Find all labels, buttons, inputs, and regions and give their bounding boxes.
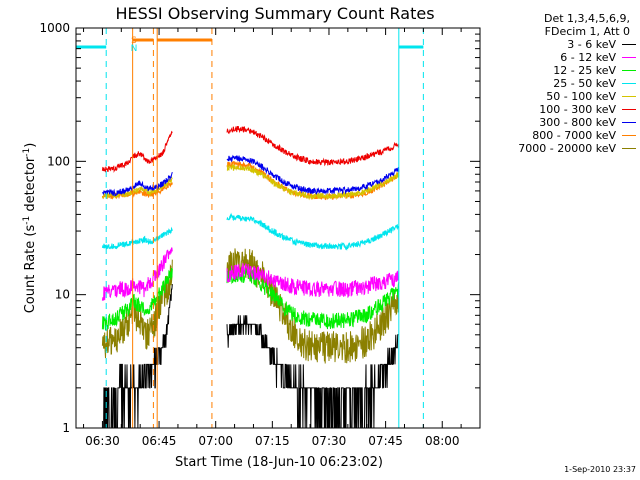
- legend-item-50-100-kev: 50 - 100 keV: [486, 90, 636, 103]
- y-axis-label-main: Count Rate (s: [23, 225, 38, 314]
- y-axis-label-sup1: -1: [22, 216, 32, 225]
- y-tick-label-10: 10: [55, 288, 70, 302]
- x-tick-label-07-45: 07:45: [368, 434, 403, 448]
- legend-label: 800 - 7000 keV: [532, 129, 616, 142]
- legend-label: 3 - 6 keV: [567, 38, 616, 51]
- legend-swatch: [622, 135, 636, 136]
- plot-frame: [76, 28, 480, 428]
- legend-item-7000-20000-kev: 7000 - 20000 keV: [486, 142, 636, 155]
- legend-label: 7000 - 20000 keV: [518, 142, 616, 155]
- legend-header-line-1: Det 1,3,4,5,6,9,: [486, 12, 636, 25]
- y-axis-label-sup2: -1: [22, 148, 32, 157]
- y-axis-label-end: ): [23, 143, 38, 148]
- series-line-25-50-kev: [102, 228, 172, 249]
- chart-title: HESSI Observing Summary Count Rates: [115, 4, 434, 23]
- legend-swatch: [622, 57, 636, 58]
- legend-label: 6 - 12 keV: [560, 51, 616, 64]
- x-tick-label-06-45: 06:45: [142, 434, 177, 448]
- legend-swatch: [622, 44, 636, 45]
- y-axis-label: Count Rate (s-1 detector-1): [22, 143, 38, 314]
- y-tick-label-100: 100: [47, 154, 70, 168]
- legend-header-line-2: FDecim 1, Att 0: [486, 25, 636, 38]
- attenuator-label-n: N: [131, 44, 138, 54]
- x-tick-label-07-15: 07:15: [255, 434, 290, 448]
- series-line-7000-20000-kev: [227, 248, 399, 363]
- series-layer: [102, 126, 398, 428]
- series-line-25-50-kev: [227, 214, 399, 249]
- legend-rows: 3 - 6 keV 6 - 12 keV 12 - 25 keV 25 - 50 ke…: [486, 38, 636, 155]
- x-axis-label: Start Time (18-Jun-10 06:23:02): [175, 455, 383, 470]
- legend-swatch: [622, 70, 636, 71]
- x-tick-label-06-30: 06:30: [85, 434, 120, 448]
- legend-swatch: [622, 83, 636, 84]
- legend: Det 1,3,4,5,6,9, FDecim 1, Att 0 3 - 6 k…: [486, 12, 636, 155]
- legend-swatch: [622, 148, 636, 149]
- legend-label: 300 - 800 keV: [539, 116, 616, 129]
- series-line-6-12-kev: [227, 263, 399, 297]
- axes-layer: 06:30 06:45 07:00 07:15 07:30 07:45 08:00 1 10 10…: [39, 21, 480, 448]
- legend-item-6-12-kev: 6 - 12 keV: [486, 51, 636, 64]
- y-axis-label-mid: detector: [23, 156, 38, 216]
- x-tick-label-08-00: 08:00: [425, 434, 460, 448]
- legend-swatch: [622, 122, 636, 123]
- legend-item-100-300-kev: 100 - 300 keV: [486, 103, 636, 116]
- legend-item-800-7000-kev: 800 - 7000 keV: [486, 129, 636, 142]
- legend-label: 12 - 25 keV: [553, 64, 616, 77]
- legend-label: 50 - 100 keV: [546, 90, 616, 103]
- legend-item-25-50-kev: 25 - 50 keV: [486, 77, 636, 90]
- legend-item-3-6-kev: 3 - 6 keV: [486, 38, 636, 51]
- legend-item-12-25-kev: 12 - 25 keV: [486, 64, 636, 77]
- y-tick-label-1000: 1000: [39, 21, 70, 35]
- legend-item-300-800-kev: 300 - 800 keV: [486, 116, 636, 129]
- series-line-100-300-kev: [102, 132, 172, 173]
- legend-swatch: [622, 109, 636, 110]
- y-tick-label-1: 1: [62, 421, 70, 435]
- legend-label: 100 - 300 keV: [539, 103, 616, 116]
- timestamp: 1-Sep-2010 23:37: [564, 465, 636, 474]
- legend-label: 25 - 50 keV: [553, 77, 616, 90]
- legend-swatch: [622, 96, 636, 97]
- x-tick-label-07-30: 07:30: [312, 434, 347, 448]
- x-tick-label-07-00: 07:00: [198, 434, 233, 448]
